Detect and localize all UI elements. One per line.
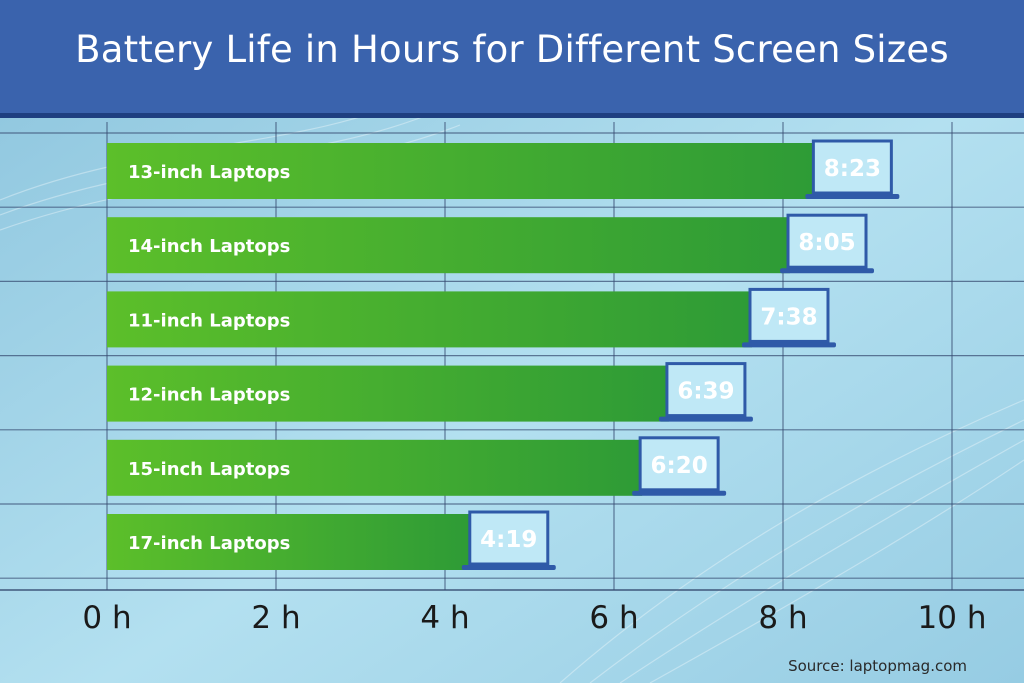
bar xyxy=(107,291,752,348)
x-tick-label: 10 h xyxy=(918,600,987,636)
laptop-icon xyxy=(780,213,875,274)
value-label: 4:19 xyxy=(480,527,537,553)
bar-group-3: 11-inch Laptops 7:38 xyxy=(107,287,836,348)
x-tick-label: 6 h xyxy=(589,600,638,636)
laptop-icon xyxy=(658,362,753,422)
bar xyxy=(107,439,643,496)
laptop-icon xyxy=(461,510,556,570)
x-tick-label: 4 h xyxy=(420,600,469,636)
value-label: 6:20 xyxy=(651,453,708,479)
bar xyxy=(107,217,791,274)
value-label: 8:23 xyxy=(824,156,881,182)
title-banner: Battery Life in Hours for Different Scre… xyxy=(0,0,1024,118)
bar xyxy=(107,143,816,199)
x-tick-label: 2 h xyxy=(251,600,300,636)
bar-label: 15-inch Laptops xyxy=(128,459,290,480)
laptop-screen xyxy=(638,436,720,492)
laptop-screen xyxy=(468,510,550,566)
grid-lines xyxy=(0,122,1024,591)
bar-label: 13-inch Laptops xyxy=(128,162,290,183)
value-label: 7:38 xyxy=(760,304,817,330)
x-axis-ticks: 0 h 2 h 4 h 6 h 8 h 10 h xyxy=(82,600,986,636)
bar-label: 17-inch Laptops xyxy=(128,533,290,554)
laptop-base xyxy=(461,565,556,570)
bar xyxy=(107,514,472,570)
laptop-screen xyxy=(786,213,868,269)
bar-label: 14-inch Laptops xyxy=(128,236,290,257)
bar-group-6: 17-inch Laptops 4:19 xyxy=(107,510,556,570)
laptop-icon xyxy=(632,436,727,496)
bars-group: 13-inch Laptops 8:23 14-inch Laptops 8:05 11… xyxy=(107,139,900,570)
laptop-base xyxy=(780,268,875,274)
x-tick-label: 0 h xyxy=(82,600,131,636)
laptop-base xyxy=(632,490,727,496)
bar-group-4: 12-inch Laptops 6:39 xyxy=(107,362,753,422)
value-label: 6:39 xyxy=(677,379,734,405)
x-tick-label: 8 h xyxy=(758,600,807,636)
bar-group-1: 13-inch Laptops 8:23 xyxy=(107,139,900,199)
laptop-base xyxy=(805,194,900,199)
laptop-base xyxy=(658,416,753,422)
laptop-base xyxy=(741,342,836,348)
source-note: Source: laptopmag.com xyxy=(788,657,967,675)
chart-title: Battery Life in Hours for Different Scre… xyxy=(75,28,949,71)
laptop-screen xyxy=(665,362,747,418)
bar-group-5: 15-inch Laptops 6:20 xyxy=(107,436,727,496)
laptop-icon xyxy=(741,287,836,348)
value-label: 8:05 xyxy=(798,230,855,256)
bar-group-2: 14-inch Laptops 8:05 xyxy=(107,213,875,274)
laptop-screen xyxy=(811,139,893,195)
laptop-screen xyxy=(748,287,830,343)
bar-label: 12-inch Laptops xyxy=(128,385,290,406)
bar-label: 11-inch Laptops xyxy=(128,310,290,331)
bar xyxy=(107,365,669,422)
laptop-icon xyxy=(805,139,900,199)
